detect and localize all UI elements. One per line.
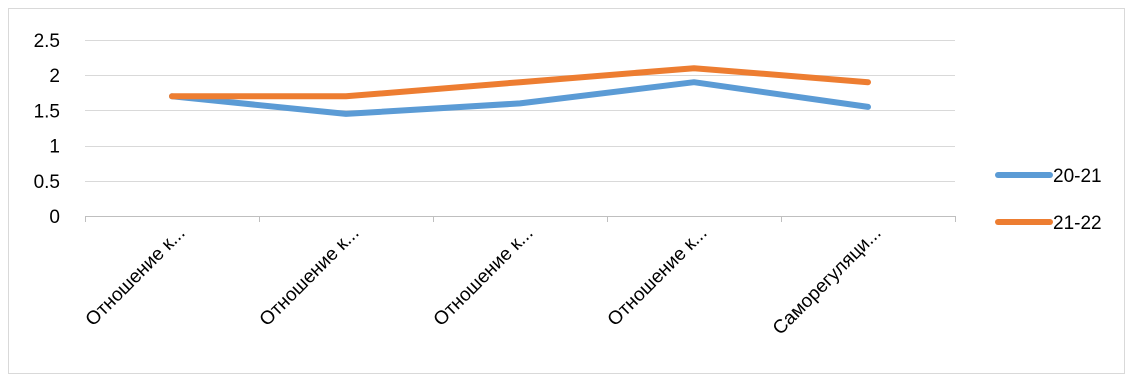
legend-label: 20-21 xyxy=(1053,166,1102,187)
y-tick-label: 2 xyxy=(49,66,60,87)
series-line-21-22 xyxy=(169,65,871,100)
y-tick-label: 2.5 xyxy=(34,31,60,52)
series-lines xyxy=(169,65,871,117)
legend: 20-21 21-22 xyxy=(995,166,1102,234)
y-axis-tick-labels: 0 0.5 1 1.5 2 2.5 xyxy=(34,31,60,228)
y-tick-label: 1.5 xyxy=(34,101,60,122)
series-line-20-21 xyxy=(169,79,871,117)
y-tick-label: 0.5 xyxy=(34,172,60,193)
legend-label: 21-22 xyxy=(1053,213,1102,234)
y-tick-label: 1 xyxy=(49,137,60,158)
y-tick-label: 0 xyxy=(49,207,60,228)
chart-frame xyxy=(8,8,1125,374)
axes xyxy=(85,216,956,222)
